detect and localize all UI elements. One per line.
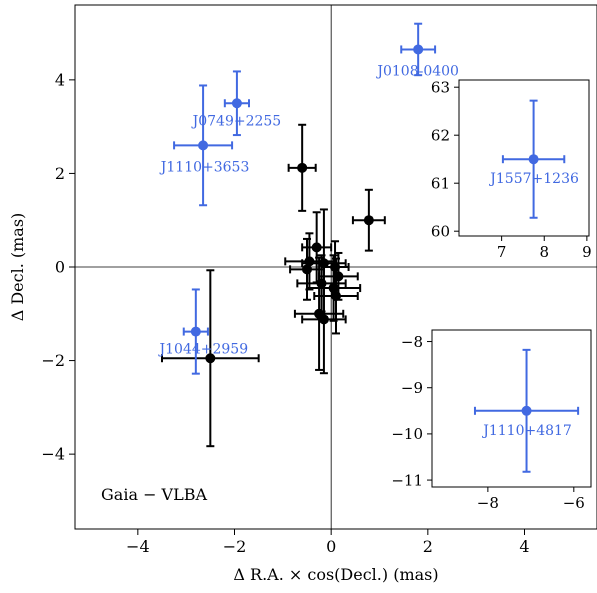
inset-upper-y-tick-label: 61	[431, 174, 450, 192]
black-point-8-marker	[333, 271, 344, 282]
inset-lower-x-tick-label: −6	[563, 494, 585, 512]
inset-upper-point-J1557+1236	[501, 99, 566, 219]
inset-lower-plot-area	[432, 330, 591, 487]
inset-upper-x-tick-label: 7	[497, 243, 507, 261]
main-x-tick-label: −2	[223, 537, 247, 556]
black-point-3-marker	[311, 242, 322, 253]
labeled-point-J1044+2959-marker	[190, 326, 201, 337]
inset-upper-point-label-J1557+1236: J1557+1236	[488, 171, 579, 187]
inset-upper-y-tick-label: 62	[431, 126, 450, 144]
black-point-3	[301, 211, 333, 284]
inset-lower-y-tick-label: −10	[391, 425, 423, 443]
black-point-11	[313, 257, 359, 335]
black-point-1-marker	[297, 162, 308, 173]
main-x-tick-label: 4	[519, 537, 529, 556]
inset-lower-y-tick-label: −9	[401, 379, 423, 397]
x-axis-label: Δ R.A. × cos(Decl.) (mas)	[233, 565, 438, 584]
inset-upper-point-J1557+1236-marker	[528, 154, 539, 165]
inset-lower-y-tick-label: −11	[391, 471, 423, 489]
labeled-point-J0108-0400-marker	[413, 44, 424, 55]
y-axis-label: Δ Decl. (mas)	[8, 213, 27, 322]
black-point-7-marker	[302, 264, 312, 275]
labeled-point-J1110+3653	[173, 84, 234, 207]
inset-lower-point-label-J1110+4817: J1110+4817	[481, 423, 572, 439]
labeled-point-J0749+2255-marker	[231, 98, 242, 109]
black-point-0-marker	[205, 353, 216, 364]
inset-upper-x-tick-label: 8	[539, 243, 549, 261]
labeled-point-J1044+2959	[182, 288, 209, 375]
inset-upper-plot-area	[459, 80, 589, 236]
labeled-point-J0749+2255	[223, 70, 250, 137]
black-point-9-marker	[316, 278, 327, 289]
main-x-tick-label: 0	[326, 537, 336, 556]
main-y-tick-label: 4	[55, 70, 65, 89]
point-label-J0108-0400: J0108-0400	[375, 63, 459, 79]
point-label-J0749+2255: J0749+2255	[191, 113, 282, 129]
inset-lower-x-tick-label: −8	[477, 494, 499, 512]
inset-upper-y-tick-label: 63	[431, 78, 450, 96]
labeled-point-J0108-0400	[400, 22, 437, 77]
inset-upper-frame	[458, 79, 590, 237]
main-y-tick-label: 0	[55, 258, 65, 277]
black-point-13-marker	[318, 314, 329, 325]
main-y-tick-label: 2	[55, 164, 65, 183]
black-point-11-marker	[331, 291, 341, 302]
inset-lower-y-tick-label: −8	[401, 333, 423, 351]
inset-upper-x-tick-label: 9	[582, 243, 592, 261]
main-x-tick-label: 2	[423, 537, 433, 556]
inset-lower-frame	[431, 329, 592, 488]
labeled-point-J1110+3653-marker	[198, 140, 209, 151]
black-point-2	[351, 188, 386, 252]
inset-lower-point-J1110+4817-marker	[521, 405, 532, 416]
main-x-tick-label: −4	[126, 537, 150, 556]
main-y-tick-label: −2	[41, 351, 65, 370]
inset-upper-y-tick-label: 60	[431, 222, 450, 240]
black-point-13	[301, 264, 347, 375]
main-y-tick-label: −4	[41, 445, 65, 464]
inset-lower-point-J1110+4817	[473, 348, 580, 473]
black-point-0	[161, 269, 260, 448]
point-label-J1110+3653: J1110+3653	[159, 159, 250, 175]
main-frame	[74, 4, 597, 530]
annotation-gaia-vlba: Gaia − VLBA	[101, 485, 207, 504]
black-point-2-marker	[363, 215, 374, 226]
point-label-J1044+2959: J1044+2959	[158, 342, 249, 358]
black-point-1	[287, 123, 317, 212]
